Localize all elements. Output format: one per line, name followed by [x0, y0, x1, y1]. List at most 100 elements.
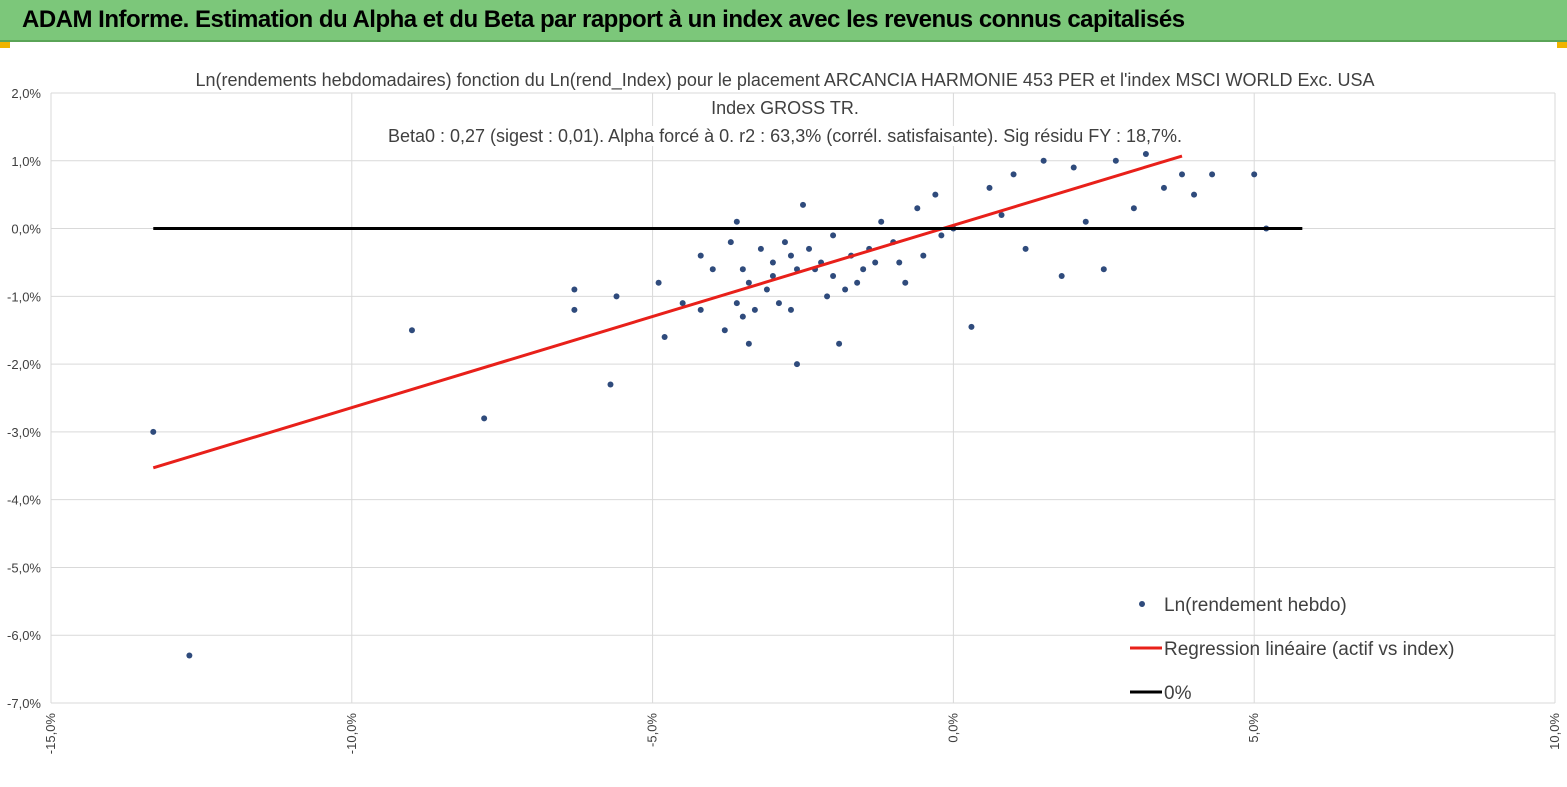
scatter-point — [986, 184, 993, 191]
scatter-point — [745, 340, 752, 347]
scatter-point — [1251, 171, 1258, 178]
scatter-point — [739, 313, 746, 320]
scatter-point — [781, 239, 788, 246]
x-tick-label: -10,0% — [344, 713, 359, 755]
scatter-point — [775, 300, 782, 307]
scatter-point — [830, 273, 837, 279]
scatter-point — [824, 293, 831, 300]
scatter-point — [938, 232, 945, 239]
scatter-point — [607, 381, 614, 388]
scatter-point — [932, 191, 939, 198]
scatter-point — [806, 245, 813, 252]
chart-title-line-1: Ln(rendements hebdomadaires) fonction du… — [189, 70, 1381, 90]
x-tick-label: 0,0% — [945, 713, 960, 743]
x-tick-label: 5,0% — [1246, 713, 1261, 743]
scatter-point — [836, 340, 843, 347]
x-tick-label: -5,0% — [645, 713, 660, 747]
scatter-point — [854, 279, 861, 286]
scatter-point — [793, 361, 800, 368]
corner-marker-left — [0, 42, 10, 48]
scatter-point — [872, 259, 879, 266]
y-tick-label: -2,0% — [7, 357, 41, 372]
scatter-point — [571, 286, 578, 293]
scatter-point — [751, 306, 758, 313]
scatter-point — [763, 286, 770, 293]
scatter-point — [920, 252, 927, 259]
scatter-point — [1040, 157, 1047, 164]
scatter-point — [745, 279, 752, 286]
legend-label: 0% — [1164, 683, 1192, 704]
scatter-point — [1082, 218, 1089, 225]
y-tick-label: -3,0% — [7, 425, 41, 440]
y-tick-label: -7,0% — [7, 696, 41, 711]
scatter-point — [998, 212, 1005, 218]
scatter-point — [1058, 273, 1065, 279]
y-tick-label: -6,0% — [7, 628, 41, 643]
scatter-point — [1142, 151, 1149, 157]
y-tick-label: 2,0% — [11, 86, 41, 101]
scatter-point — [1010, 171, 1017, 178]
header-banner: ADAM Informe. Estimation du Alpha et du … — [0, 0, 1567, 42]
legend: Ln(rendement hebdo) Regression linéaire (… — [1130, 595, 1454, 704]
y-tick-label: -4,0% — [7, 493, 41, 508]
scatter-point — [481, 415, 488, 422]
scatter-point — [733, 300, 740, 307]
scatter-point — [655, 279, 662, 286]
scatter-point — [902, 279, 909, 286]
scatter-point — [896, 259, 903, 266]
scatter-point — [1160, 184, 1167, 191]
scatter-point — [1112, 157, 1119, 164]
scatter-point — [1100, 266, 1107, 273]
scatter-point — [1022, 245, 1029, 252]
scatter-point — [709, 266, 716, 273]
x-tick-label: 10,0% — [1547, 713, 1562, 750]
x-tick-label: -15,0% — [43, 713, 58, 755]
chart-title-line-3: Beta0 : 0,27 (sigest : 0,01). Alpha forc… — [381, 126, 1189, 146]
scatter-point — [1130, 205, 1137, 212]
grid-lines — [50, 92, 1556, 704]
scatter-point — [1070, 164, 1077, 171]
scatter-point — [739, 266, 746, 273]
scatter-point — [914, 205, 921, 212]
scatter-point — [769, 273, 776, 279]
scatter-point — [878, 218, 885, 225]
scatter-point — [968, 323, 975, 330]
scatter-point — [697, 252, 704, 259]
scatter-point — [727, 239, 734, 246]
corner-marker-right — [1557, 42, 1567, 48]
scatter-point — [787, 306, 794, 313]
scatter-point — [830, 232, 837, 239]
scatter-point — [1209, 171, 1216, 178]
scatter-point — [679, 300, 686, 307]
scatter-point — [571, 306, 578, 313]
scatter-point — [1179, 171, 1186, 178]
page-title: ADAM Informe. Estimation du Alpha et du … — [22, 6, 1185, 33]
legend-label: Ln(rendement hebdo) — [1164, 595, 1347, 616]
scatter-point — [150, 428, 157, 435]
scatter-point — [661, 334, 668, 340]
scatter-point — [842, 286, 849, 293]
scatter-point — [733, 218, 740, 225]
scatter-point — [800, 201, 806, 208]
scatter-point — [408, 327, 415, 334]
scatter-point — [697, 306, 704, 313]
scatter-point — [721, 327, 728, 334]
axes: 2,0% 1,0% 0,0% -1,0% -2,0% -3,0% -4,0% -5,0% -6,… — [7, 86, 1562, 754]
y-tick-label: 1,0% — [11, 154, 41, 169]
scatter-point — [769, 259, 776, 266]
chart-title: Ln(rendements hebdomadaires) fonction du… — [160, 66, 1410, 150]
scatter-point — [757, 245, 764, 252]
scatter-point — [613, 293, 620, 300]
scatter-point — [186, 652, 193, 659]
y-tick-label: 0,0% — [11, 222, 41, 237]
scatter-point — [787, 252, 794, 259]
chart-title-line-2: Index GROSS TR. — [705, 98, 865, 118]
regression-line — [152, 154, 1183, 470]
y-tick-label: -1,0% — [7, 289, 41, 304]
data-series — [150, 151, 1303, 659]
legend-marker-scatter — [1139, 601, 1145, 607]
scatter-point — [860, 266, 867, 273]
y-tick-label: -5,0% — [7, 560, 41, 575]
legend-label: Regression linéaire (actif vs index) — [1164, 639, 1454, 660]
